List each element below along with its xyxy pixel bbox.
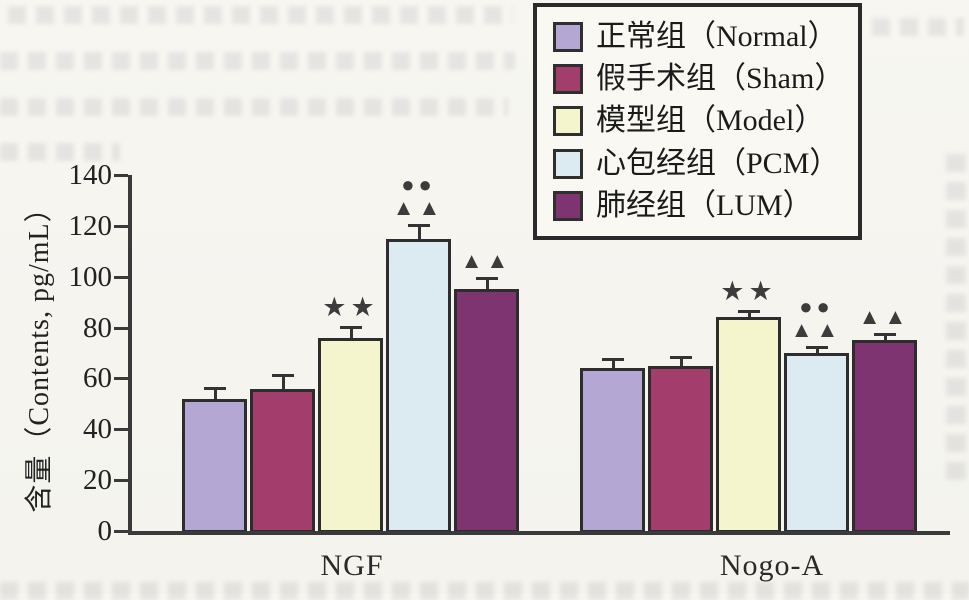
scan-bleedthrough-artifact xyxy=(0,582,969,600)
error-bar-cap xyxy=(805,346,828,349)
y-tick-label: 80 xyxy=(83,311,112,344)
legend-item: 心包经组（PCM） xyxy=(553,146,858,180)
legend-swatch xyxy=(553,148,583,179)
scan-bleedthrough-artifact xyxy=(0,98,508,116)
error-bar-stem xyxy=(417,226,421,239)
error-bar-stem xyxy=(281,376,285,389)
error-bar-cap xyxy=(669,356,692,359)
error-bar-stem xyxy=(349,328,353,338)
significance-mark-line: ★★ xyxy=(720,276,777,306)
significance-mark-line: ★★ xyxy=(322,292,379,322)
bar xyxy=(852,340,917,533)
significance-marks: ●● ▲▲ xyxy=(371,172,467,220)
y-axis-title: 含量（Contents, pg/mL） xyxy=(24,193,55,513)
category-label: NGF xyxy=(320,549,384,582)
error-bar-cap xyxy=(339,326,362,329)
scan-bleedthrough-artifact xyxy=(946,150,966,480)
significance-mark-line: ▲▲ xyxy=(392,195,445,220)
y-tick-label: 100 xyxy=(68,260,113,293)
error-bar-stem xyxy=(747,312,751,317)
y-tick-label: 60 xyxy=(83,362,112,395)
y-axis-tick xyxy=(114,174,128,177)
legend-label: 假手术组（Sham） xyxy=(596,62,845,96)
x-axis-line xyxy=(128,531,950,535)
bar xyxy=(318,338,383,533)
y-tick-label: 0 xyxy=(97,515,113,547)
legend-label: 模型组（Model） xyxy=(596,104,825,138)
legend-swatch xyxy=(553,190,583,221)
error-bar-cap xyxy=(873,333,896,336)
y-tick-label: 140 xyxy=(68,159,113,191)
y-axis-tick xyxy=(114,377,128,381)
y-axis-tick xyxy=(114,530,128,533)
legend-item: 模型组（Model） xyxy=(553,105,858,137)
significance-mark-line: ▲▲ xyxy=(460,248,513,273)
error-bar-stem xyxy=(883,335,887,340)
error-bar-cap xyxy=(601,358,624,361)
y-axis-tick xyxy=(114,224,128,228)
significance-marks: ★★ xyxy=(303,294,399,321)
y-axis-tick xyxy=(114,428,128,432)
legend-box: 正常组（Normal） 假手术组（Sham） 模型组（Model） 心包经组（PCM）… xyxy=(533,3,862,240)
bar xyxy=(386,239,451,533)
legend-label: 正常组（Normal） xyxy=(596,20,838,54)
y-tick-label: 40 xyxy=(83,413,112,446)
significance-mark-line: ●● xyxy=(401,172,436,197)
legend-label: 心包经组（PCM） xyxy=(596,146,840,180)
significance-marks: ★★ xyxy=(701,278,797,305)
scan-bleedthrough-artifact xyxy=(872,18,964,36)
legend-item: 肺经组（LUM） xyxy=(553,188,858,222)
legend-swatch xyxy=(553,64,583,95)
error-bar-cap xyxy=(407,224,430,227)
bar xyxy=(784,353,849,533)
error-bar-stem xyxy=(213,389,217,399)
legend-swatch xyxy=(553,22,583,53)
y-tick-label: 20 xyxy=(83,464,112,497)
error-bar-stem xyxy=(679,358,683,366)
significance-mark-line: ●● xyxy=(799,294,834,319)
bar xyxy=(580,368,645,533)
bar xyxy=(454,289,519,533)
significance-marks: ▲▲ xyxy=(439,249,535,272)
legend-item: 假手术组（Sham） xyxy=(553,63,858,95)
error-bar-cap xyxy=(203,387,226,390)
bar xyxy=(250,389,315,533)
bar xyxy=(716,317,781,533)
bar xyxy=(648,366,713,533)
scan-bleedthrough-artifact xyxy=(0,52,515,70)
error-bar-cap xyxy=(737,310,760,313)
legend-item: 正常组（Normal） xyxy=(553,21,858,53)
y-axis-tick xyxy=(114,275,128,279)
y-axis-tick xyxy=(114,479,128,483)
error-bar-cap xyxy=(475,277,498,280)
bar xyxy=(182,399,247,533)
error-bar-stem xyxy=(611,360,615,368)
significance-marks: ●● ▲▲ xyxy=(769,294,865,342)
scan-bleedthrough-artifact xyxy=(8,6,513,24)
y-tick-label: 120 xyxy=(68,209,113,242)
significance-marks: ▲▲ xyxy=(837,305,933,328)
error-bar-cap xyxy=(271,374,294,377)
category-label: Nogo-A xyxy=(719,549,825,582)
error-bar-stem xyxy=(815,348,819,353)
y-axis-tick xyxy=(114,326,128,330)
legend-swatch xyxy=(553,106,583,137)
legend-label: 肺经组（LUM） xyxy=(596,188,813,222)
significance-mark-line: ▲▲ xyxy=(790,317,843,342)
error-bar-stem xyxy=(485,279,489,289)
y-axis-line xyxy=(128,175,132,535)
significance-mark-line: ▲▲ xyxy=(858,304,911,329)
